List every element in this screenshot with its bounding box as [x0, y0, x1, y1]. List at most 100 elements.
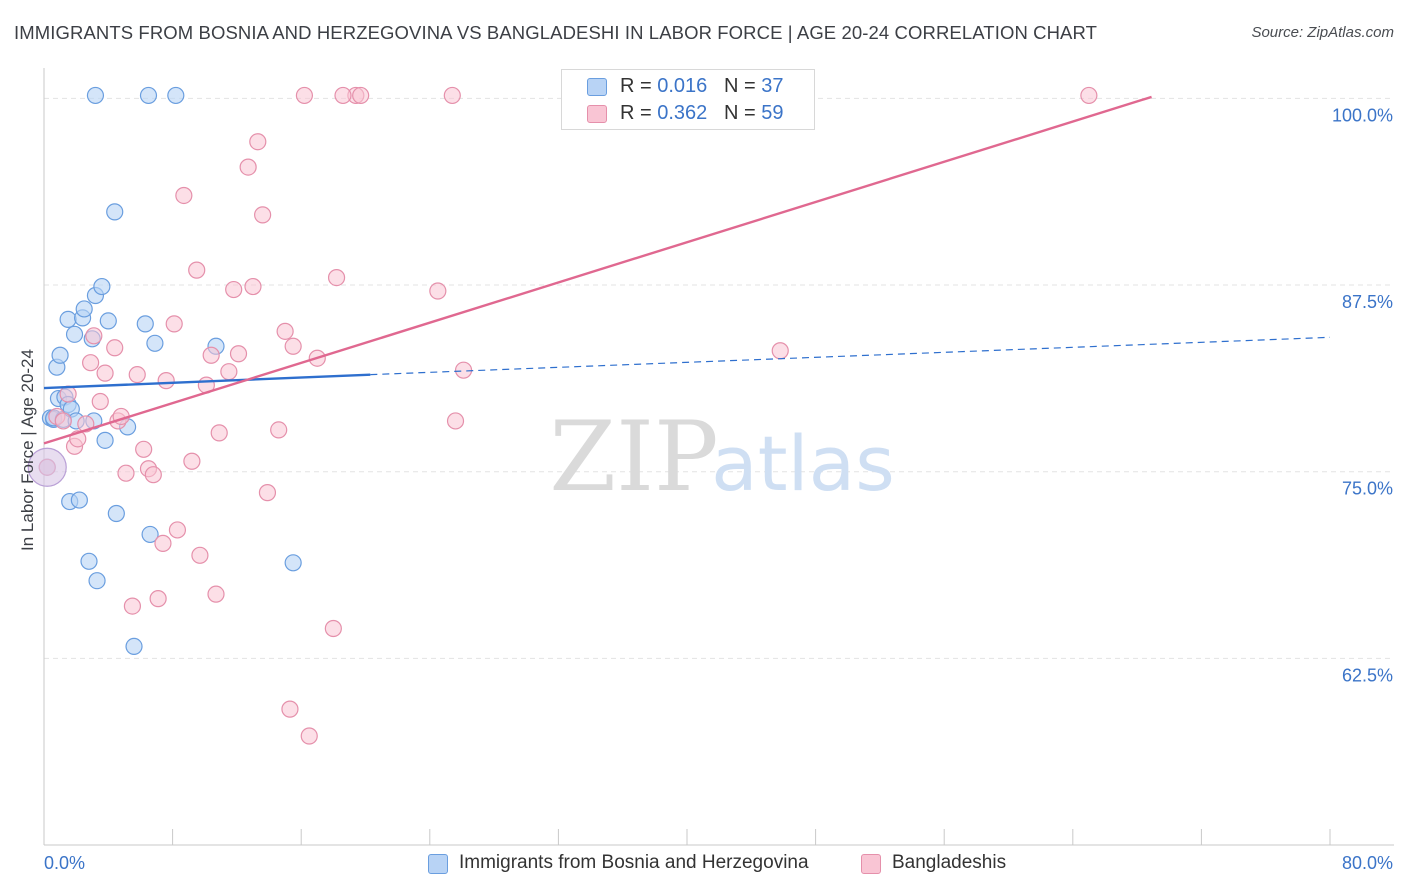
- data-point-bangladeshi: [258, 484, 277, 502]
- data-point-bosnia: [59, 310, 77, 329]
- data-point-bosnia: [139, 86, 158, 105]
- data-point-bosnia: [107, 504, 125, 523]
- data-point-bangladeshi: [225, 280, 243, 299]
- watermark-zip: ZIP: [549, 401, 718, 513]
- data-point-bosnia: [75, 300, 93, 318]
- data-point-bosnia: [51, 346, 69, 364]
- data-point-bosnia: [80, 552, 98, 570]
- grid-lines: [44, 97, 1394, 659]
- data-point-bangladeshi: [295, 86, 314, 105]
- r-value: 0.016: [657, 75, 708, 97]
- data-point-bosnia: [93, 277, 111, 296]
- source-label: Source: ZipAtlas.com: [1251, 24, 1394, 41]
- stats-text: R = 0.016 N = 37: [620, 75, 784, 97]
- data-point-bangladeshi: [165, 315, 183, 333]
- data-point-bangladeshi: [91, 392, 109, 411]
- data-point-bosnia: [141, 525, 159, 544]
- data-point-bangladeshi: [270, 421, 288, 439]
- data-point-bangladeshi: [771, 342, 789, 360]
- data-point-bangladeshi: [202, 346, 220, 364]
- data-point-bosnia: [86, 86, 105, 105]
- data-point-bangladeshi: [154, 534, 172, 552]
- y-axis-label: In Labor Force | Age 20-24: [18, 349, 37, 551]
- data-point-bangladeshi: [324, 619, 342, 638]
- data-point-bangladeshi: [54, 412, 72, 430]
- series-bosnia-points: [38, 86, 302, 656]
- y-axis-label-wrap: In Labor Force | Age 20-24: [14, 300, 42, 600]
- data-point-bangladeshi: [210, 424, 228, 442]
- series-bangladeshi-points: [27, 86, 1098, 745]
- data-point-bangladeshi: [149, 590, 167, 608]
- data-point-bangladeshi: [191, 546, 209, 564]
- data-point-bangladeshi: [220, 363, 238, 381]
- data-point-bangladeshi: [135, 440, 153, 458]
- n-value: 37: [761, 75, 784, 97]
- data-point-bangladeshi: [82, 354, 100, 372]
- data-point-bangladeshi: [249, 133, 267, 151]
- data-point-bangladeshi: [96, 364, 114, 382]
- data-point-bangladeshi: [244, 277, 262, 296]
- data-point-bangladeshi: [128, 366, 146, 384]
- data-point-bangladeshi: [183, 452, 201, 470]
- data-point-bangladeshi: [106, 339, 124, 357]
- data-point-bangladeshi: [144, 466, 162, 484]
- data-point-bangladeshi: [188, 261, 206, 279]
- data-point-bosnia: [88, 572, 106, 590]
- data-point-bosnia: [136, 315, 154, 333]
- data-point-bosnia: [96, 431, 114, 449]
- data-point-bangladeshi: [123, 597, 142, 615]
- trend-line-bosnia-extension: [370, 336, 1331, 376]
- x-tick-label: 80.0%: [1342, 853, 1393, 873]
- blue-swatch: [428, 854, 448, 874]
- pink-swatch: [587, 105, 607, 123]
- data-point-bangladeshi: [276, 322, 294, 340]
- data-point-bangladeshi: [300, 727, 318, 745]
- data-point-bangladeshi: [1080, 86, 1098, 105]
- data-point-bangladeshi: [284, 337, 302, 355]
- data-point-bangladeshi: [446, 412, 465, 430]
- data-point-bangladeshi: [239, 158, 257, 176]
- data-point-bangladeshi: [334, 86, 352, 105]
- r-value: 0.362: [657, 102, 708, 124]
- legend-label: Immigrants from Bosnia and Herzegovina: [459, 852, 809, 873]
- data-point-bosnia: [99, 312, 117, 330]
- x-tick-label: 0.0%: [44, 853, 85, 873]
- data-point-bosnia: [146, 334, 164, 352]
- data-point-bosnia: [284, 554, 302, 572]
- tick-labels: 62.5% 75.0% 87.5% 100.0% 0.0% 80.0%: [44, 105, 1393, 873]
- watermark-atlas: atlas: [711, 419, 895, 508]
- trend-line-bangladeshi: [43, 95, 1152, 445]
- data-point-bangladeshi: [117, 464, 135, 482]
- data-point-bosnia: [125, 637, 143, 656]
- data-point-bangladeshi: [229, 345, 248, 363]
- legend-label: Bangladeshis: [892, 852, 1007, 873]
- stats-text: R = 0.362 N = 59: [620, 102, 784, 124]
- data-point-bangladeshi: [175, 186, 193, 205]
- data-point-bangladeshi: [85, 327, 103, 345]
- data-point-bangladeshi: [429, 282, 447, 300]
- data-point-bangladeshi: [254, 206, 272, 224]
- y-tick-label: 75.0%: [1342, 479, 1393, 499]
- trend-line-bosnia: [43, 373, 371, 390]
- data-point-bangladeshi: [157, 372, 175, 390]
- trend-lines: [43, 95, 1331, 445]
- data-point-bangladeshi: [454, 361, 473, 379]
- y-tick-label: 87.5%: [1342, 292, 1393, 312]
- data-point-bangladeshi: [281, 700, 299, 718]
- watermark: ZIP atlas: [549, 401, 894, 513]
- n-value: 59: [761, 102, 784, 124]
- data-point-bangladeshi: [168, 521, 187, 539]
- data-point-bangladeshi: [207, 585, 225, 603]
- y-tick-label: 100.0%: [1332, 105, 1393, 125]
- data-point-bosnia: [70, 491, 88, 509]
- data-point-bosnia: [167, 86, 185, 105]
- data-point-bosnia: [65, 325, 84, 343]
- blue-swatch: [587, 78, 607, 96]
- data-point-bangladeshi: [443, 86, 461, 105]
- data-point-cluster: [27, 447, 67, 487]
- stats-legend: R = 0.016 N = 37 R = 0.362 N = 59: [561, 69, 815, 130]
- chart-title: IMMIGRANTS FROM BOSNIA AND HERZEGOVINA V…: [14, 22, 1098, 43]
- data-point-bosnia: [106, 203, 124, 221]
- data-point-bangladeshi: [327, 268, 346, 287]
